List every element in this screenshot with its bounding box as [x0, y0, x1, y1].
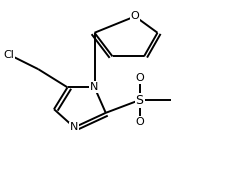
Text: O: O: [135, 73, 144, 83]
Text: S: S: [135, 94, 144, 107]
Text: O: O: [131, 11, 139, 21]
Text: N: N: [70, 122, 79, 132]
Text: O: O: [135, 117, 144, 127]
Text: N: N: [90, 82, 99, 92]
Text: Cl: Cl: [4, 50, 14, 60]
